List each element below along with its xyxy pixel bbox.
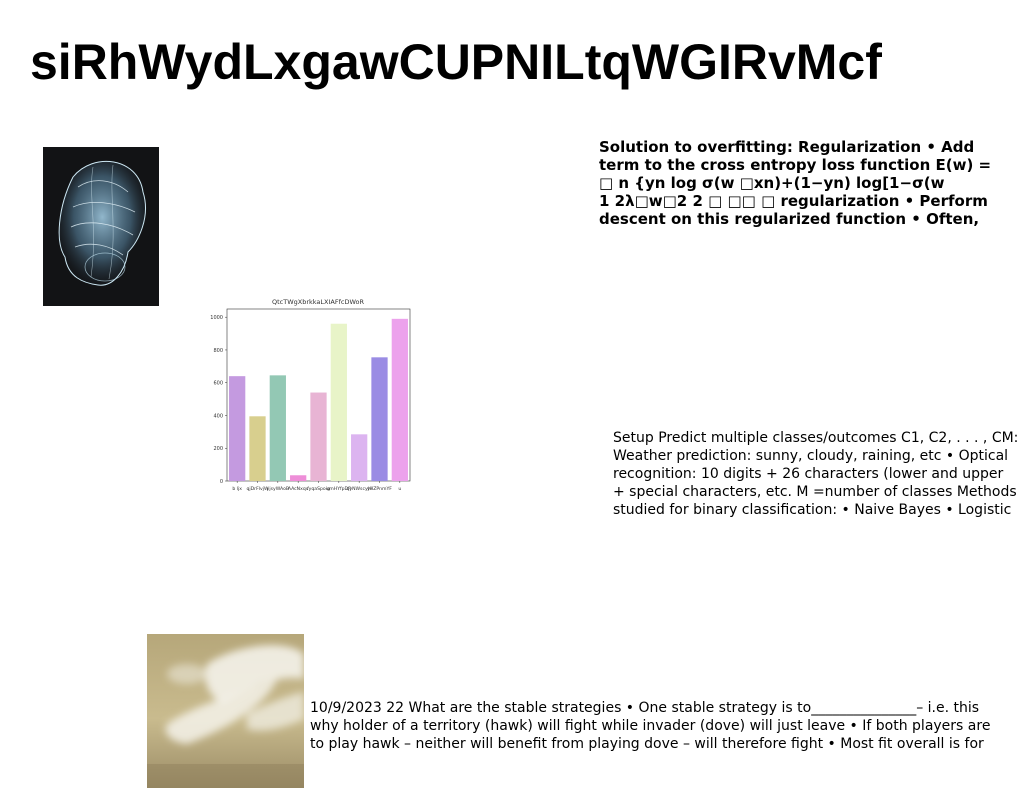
y-tick-label: 1000 bbox=[210, 315, 223, 321]
bar-8 bbox=[391, 318, 408, 481]
x-tick-label: umHYfpDR bbox=[326, 486, 352, 492]
y-tick-label: 400 bbox=[213, 413, 223, 419]
text-line: Setup Predict multiple classes/outcomes … bbox=[613, 430, 1019, 446]
bar-7 bbox=[371, 357, 388, 481]
text-line: 10/9/2023 22 What are the stable strateg… bbox=[310, 700, 980, 716]
y-tick-label: 600 bbox=[213, 381, 223, 387]
bar-chart: QtcTWgXbrkkaLXIAFfcDWoR 0 200 400 600 800 100… bbox=[200, 294, 420, 498]
x-tick-label: fyqaSpoig bbox=[307, 486, 330, 492]
bar-2 bbox=[269, 375, 286, 481]
text-line: why holder of a territory (hawk) will fi… bbox=[310, 718, 991, 734]
x-tick-label: yHZPnmYF bbox=[367, 486, 392, 492]
bar-1 bbox=[249, 416, 266, 481]
text-line: to play hawk – neither will benefit from… bbox=[310, 736, 984, 752]
text-line: + special characters, etc. M =number of … bbox=[613, 484, 1017, 500]
x-tick-label: AAcNxqv bbox=[288, 486, 309, 492]
multiclass-text-block: Setup Predict multiple classes/outcomes … bbox=[613, 429, 1024, 519]
y-tick-label: 800 bbox=[213, 348, 223, 354]
chart-y-axis: 0 200 400 600 800 1000 bbox=[210, 315, 227, 485]
chart-title: QtcTWgXbrkkaLXIAFfcDWoR bbox=[272, 298, 364, 306]
page-title: siRhWydLxgawCUPNILtqWGIRvMcf bbox=[30, 34, 882, 90]
text-line: □ n {yn log σ(w □xn)+(1−yn) log[1−σ(w bbox=[599, 174, 945, 192]
bar-5 bbox=[330, 323, 347, 481]
overfitting-text-block: Solution to overfitting: Regularization … bbox=[599, 138, 1024, 228]
chart-x-axis: b ljx qjDrFlvjWyjsyWAoBAAcNxqvfyqaSpoigum… bbox=[232, 481, 401, 492]
text-line: Weather prediction: sunny, cloudy, raini… bbox=[613, 448, 1009, 464]
text-line: descent on this regularized function • O… bbox=[599, 210, 980, 228]
text-line: 1 2λ□w□2 2 □ □□ □ regularization • Perfo… bbox=[599, 192, 988, 210]
sky-photo-icon bbox=[147, 634, 304, 788]
x-tick-label: b ljx bbox=[232, 486, 242, 492]
x-tick-label: qyNWscyhl bbox=[346, 486, 371, 492]
chart-bars bbox=[229, 318, 408, 481]
bar-0 bbox=[229, 376, 246, 481]
text-line: Solution to overfitting: Regularization … bbox=[599, 138, 975, 156]
text-line: recognition: 10 digits + 26 characters (… bbox=[613, 466, 1004, 482]
y-tick-label: 200 bbox=[213, 446, 223, 452]
text-line: studied for binary classification: • Nai… bbox=[613, 502, 1012, 518]
text-line: term to the cross entropy loss function … bbox=[599, 156, 992, 174]
strategies-text-block: 10/9/2023 22 What are the stable strateg… bbox=[310, 699, 1024, 753]
brain-image bbox=[43, 147, 159, 306]
x-tick-label: qjDrFlvjW bbox=[246, 486, 269, 492]
sky-image bbox=[147, 634, 304, 788]
x-tick-label: yjsyWAoB bbox=[267, 486, 289, 492]
x-tick-label: u bbox=[398, 487, 401, 492]
bar-6 bbox=[351, 434, 368, 481]
bar-4 bbox=[310, 392, 327, 481]
y-tick-label: 0 bbox=[220, 479, 223, 485]
bar-3 bbox=[290, 475, 307, 481]
brain-illustration-icon bbox=[43, 147, 159, 306]
bar-chart-svg: QtcTWgXbrkkaLXIAFfcDWoR 0 200 400 600 800 100… bbox=[210, 298, 411, 492]
